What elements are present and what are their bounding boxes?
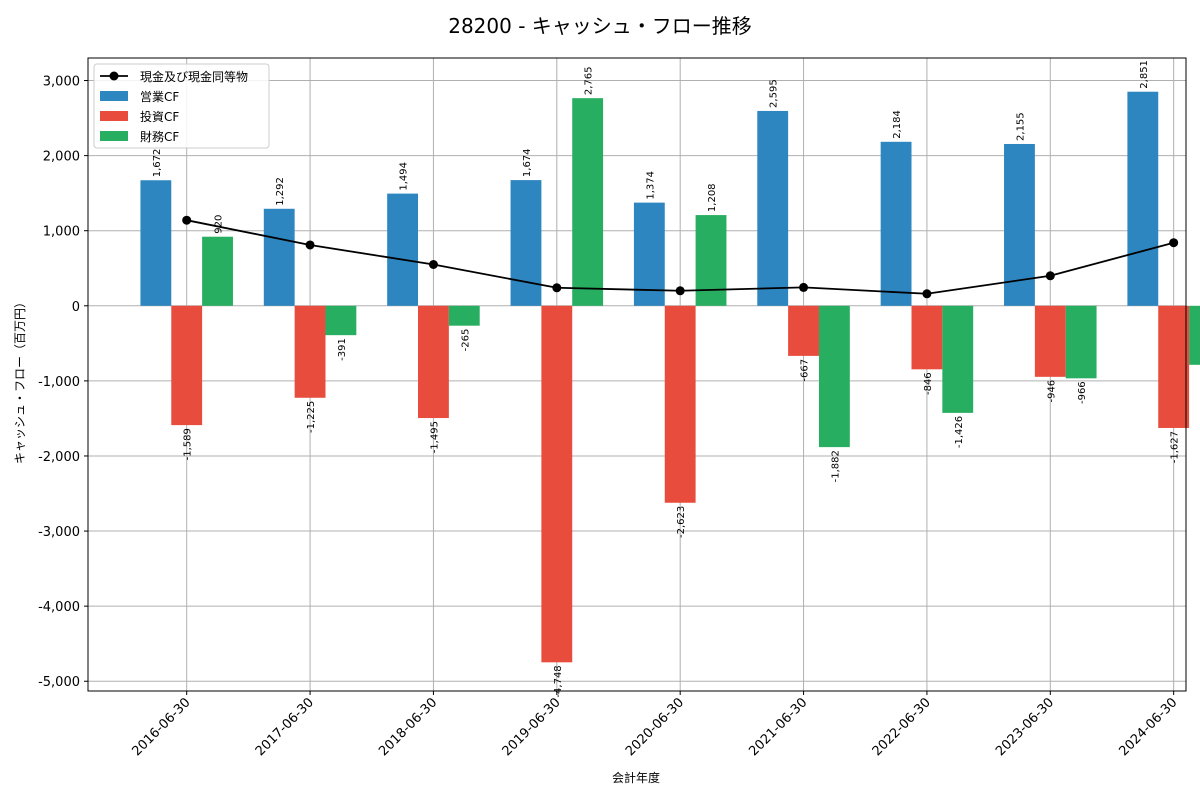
bar xyxy=(294,305,326,398)
bar xyxy=(448,305,480,326)
data-label: 2,851 xyxy=(1139,60,1150,89)
data-label: -1,589 xyxy=(183,428,194,460)
data-label: 1,208 xyxy=(707,183,718,212)
cash-line-point xyxy=(922,289,932,299)
data-labels: 1,672 1,292 1,494 1,674 1,374 2,595 2,184 2,155… xyxy=(152,60,1181,697)
x-tick-label: 2023-06-30 xyxy=(993,695,1057,759)
x-tick-label: 2021-06-30 xyxy=(746,695,810,759)
bar xyxy=(263,208,295,306)
bar xyxy=(418,305,449,419)
data-label: -1,495 xyxy=(429,421,440,453)
data-label: -2,623 xyxy=(676,506,687,538)
bars xyxy=(140,91,1200,663)
y-tick-label: 0 xyxy=(72,300,80,315)
y-tick-label: 3,000 xyxy=(43,75,80,90)
data-label: -946 xyxy=(1046,380,1057,403)
data-label: 2,184 xyxy=(892,110,903,139)
data-label: -966 xyxy=(1077,381,1088,404)
legend-marker xyxy=(109,71,119,81)
legend-label: 現金及び現金同等物 xyxy=(140,69,248,84)
data-label: 2,595 xyxy=(769,79,780,108)
data-label: 2,765 xyxy=(584,67,595,96)
cash-line-point xyxy=(552,283,562,293)
bar xyxy=(695,215,727,306)
x-tick-label: 2020-06-30 xyxy=(623,695,687,759)
y-axis-ticks: 3,000 2,000 1,000 0 -1,000 -2,000 -3,000 -4,000… xyxy=(38,75,88,690)
data-label: 2,155 xyxy=(1015,112,1026,141)
cash-line xyxy=(182,215,1179,299)
data-label: -1,426 xyxy=(954,416,965,448)
bar xyxy=(942,305,974,413)
cash-line-point xyxy=(182,215,192,225)
data-label: 1,674 xyxy=(522,148,533,177)
cash-line-point xyxy=(1045,271,1055,281)
legend-label: 営業CF xyxy=(140,90,179,104)
bar xyxy=(757,110,789,306)
x-tick-label: 2018-06-30 xyxy=(376,695,440,759)
bar xyxy=(387,193,419,306)
bar xyxy=(633,202,665,306)
bar xyxy=(510,180,542,306)
cash-line-point xyxy=(305,240,315,250)
data-label: -1,225 xyxy=(306,401,317,433)
x-tick-label: 2017-06-30 xyxy=(253,695,317,759)
y-tick-label: -1,000 xyxy=(38,375,80,390)
x-tick-label: 2022-06-30 xyxy=(870,695,934,759)
data-label: -265 xyxy=(460,329,471,352)
y-tick-label: 1,000 xyxy=(43,225,80,240)
bar xyxy=(1127,91,1159,306)
y-tick-label: -3,000 xyxy=(38,525,80,540)
x-axis-label: 会計年度 xyxy=(612,770,660,785)
legend-label: 投資CF xyxy=(140,109,179,124)
data-label: -391 xyxy=(337,338,348,361)
bar xyxy=(541,305,573,663)
data-label: -4,748 xyxy=(553,665,564,697)
cash-line-point xyxy=(1169,238,1179,248)
x-axis-ticks: 2016-06-30 2017-06-30 2018-06-30 2019-06-30… xyxy=(129,691,1180,759)
data-label: -1,882 xyxy=(830,450,841,482)
cash-line-point xyxy=(675,286,685,296)
bar xyxy=(1158,305,1190,428)
bar xyxy=(788,305,819,356)
x-tick-label: 2019-06-30 xyxy=(500,695,564,759)
legend-swatch xyxy=(100,111,128,121)
legend-box xyxy=(93,63,270,149)
x-tick-label: 2016-06-30 xyxy=(129,695,193,759)
legend-swatch xyxy=(100,91,128,101)
plot-frame xyxy=(87,57,1187,692)
bar xyxy=(202,236,233,306)
data-label: 1,494 xyxy=(399,162,410,191)
data-label: 1,374 xyxy=(645,171,656,200)
bar xyxy=(171,305,203,426)
bar xyxy=(1034,305,1066,377)
bar xyxy=(911,305,943,370)
bar xyxy=(880,141,912,306)
y-axis-label: キャッシュ・フロー（百万円） xyxy=(13,296,27,464)
x-tick-label: 2024-06-30 xyxy=(1116,695,1180,759)
legend-swatch xyxy=(100,131,128,141)
bar xyxy=(818,305,850,448)
y-tick-label: -4,000 xyxy=(38,600,80,615)
bar xyxy=(325,305,357,336)
bar xyxy=(140,180,172,306)
y-tick-label: -2,000 xyxy=(38,450,80,465)
cash-line-point xyxy=(799,282,809,292)
y-tick-label: -5,000 xyxy=(38,675,80,690)
cash-line-point xyxy=(428,259,438,269)
bar xyxy=(1065,305,1097,379)
bar xyxy=(1189,305,1200,365)
data-label: -1,627 xyxy=(1170,431,1181,463)
data-label: 920 xyxy=(214,215,225,234)
y-tick-label: 2,000 xyxy=(43,150,80,165)
bar xyxy=(664,305,696,503)
bar xyxy=(572,98,604,306)
chart-title: 28200 - キャッシュ・フロー推移 xyxy=(448,14,752,38)
data-label: 1,292 xyxy=(275,177,286,206)
data-label: 1,672 xyxy=(152,149,163,178)
legend-label: 財務CF xyxy=(140,129,179,144)
data-label: -667 xyxy=(800,359,811,382)
data-label: -846 xyxy=(923,372,934,395)
